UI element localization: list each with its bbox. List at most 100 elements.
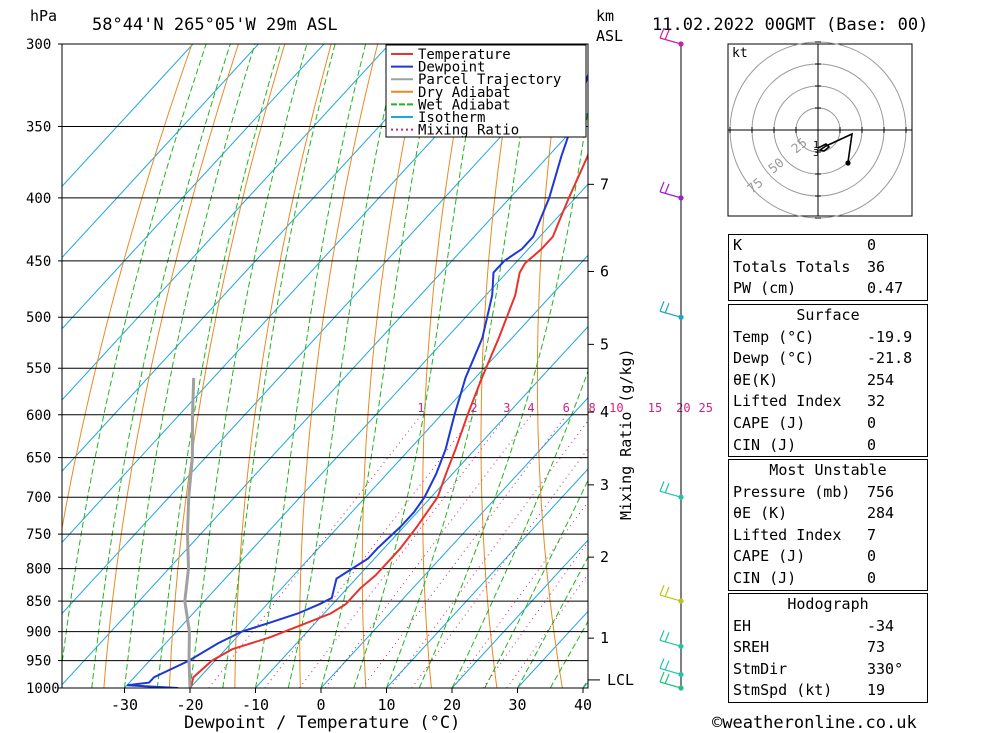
hodograph-marker-label: 3 xyxy=(813,148,819,159)
index-label: θE(K) xyxy=(733,370,779,389)
location-title: 58°44'N 265°05'W 29m ASL xyxy=(92,15,338,35)
pressure-tick-label: 850 xyxy=(26,594,51,610)
isotherm-line xyxy=(62,44,194,188)
isotherm-line xyxy=(255,325,588,688)
km-label: km xyxy=(596,7,614,25)
pressure-tick-label: 350 xyxy=(26,119,51,135)
pressure-tick-label: 600 xyxy=(26,408,51,424)
index-value: 0 xyxy=(867,236,877,254)
index-value: 19 xyxy=(867,681,886,700)
pressure-tick-label: 650 xyxy=(26,451,51,467)
wind-barb-flag xyxy=(664,29,670,41)
dry-adiabat-line xyxy=(935,44,1000,688)
mixing-ratio-line xyxy=(506,573,588,688)
dry-adiabat-line xyxy=(422,44,471,688)
mixing-ratio-line xyxy=(361,414,567,688)
hodograph-unit: kt xyxy=(732,46,748,61)
isotherm-line xyxy=(320,397,588,688)
wind-barb-flag xyxy=(659,301,665,312)
index-value: 7 xyxy=(867,525,877,544)
mixing-ratio-label: 2 xyxy=(470,401,477,415)
wind-barb-flag xyxy=(664,482,670,494)
wind-barb-flag xyxy=(664,632,670,643)
dry-adiabat-line xyxy=(103,44,239,688)
wind-barb xyxy=(659,667,682,676)
hodograph-marker-label: 1 xyxy=(813,140,819,151)
index-value: 0 xyxy=(867,435,877,454)
parcel-trajectory-line xyxy=(183,377,196,688)
mixing-ratio-label: 20 xyxy=(676,401,690,415)
wet-adiabat-line xyxy=(517,556,588,688)
wind-barb-flag xyxy=(659,181,665,193)
index-label: Temp (°C) xyxy=(733,327,815,346)
wind-barb-flag xyxy=(659,671,665,683)
wind-barb xyxy=(659,191,682,199)
dewpoint-line xyxy=(126,72,588,688)
lcl-label: LCL xyxy=(607,671,634,689)
index-row: StmSpd (kt) 19 xyxy=(729,680,927,702)
km-tick-label: 4 xyxy=(600,403,609,421)
hodograph-trace xyxy=(817,132,853,163)
plot-series xyxy=(126,72,588,688)
wind-barb-flag xyxy=(664,673,670,685)
pressure-tick-label: 800 xyxy=(26,562,51,578)
dry-adiabat-line xyxy=(361,44,425,688)
index-row: SREH 73 xyxy=(729,637,927,659)
isotherm-line xyxy=(124,183,588,688)
index-value: 32 xyxy=(867,392,886,411)
x-tick-label: 0 xyxy=(316,696,325,714)
index-row: Totals Totals 36 xyxy=(729,257,927,279)
dry-adiabat-line xyxy=(981,44,1000,688)
index-value: 254 xyxy=(867,370,895,389)
index-label: Pressure (mb) xyxy=(733,482,851,501)
mixing-ratio-label: 25 xyxy=(699,401,713,415)
pressure-tick-label: 500 xyxy=(26,310,51,326)
index-label: K xyxy=(733,236,743,254)
plot-background-lines xyxy=(62,44,1000,688)
wind-barb-column xyxy=(659,27,684,691)
index-row: Temp (°C) -19.9 xyxy=(729,327,927,349)
index-label: CAPE (J) xyxy=(733,547,806,566)
mixing-ratio-line xyxy=(389,419,588,688)
wind-barb-dot xyxy=(678,671,684,678)
mixing-ratio-line xyxy=(411,447,588,688)
wind-barb xyxy=(659,37,682,45)
pressure-tick-label: 450 xyxy=(26,254,51,270)
mixing-ratio-label: 10 xyxy=(609,401,623,415)
wet-adiabat-line xyxy=(91,44,231,688)
index-row: θE(K) 254 xyxy=(729,370,927,392)
wind-barb-flag xyxy=(659,584,665,596)
index-row: StmDir 330° xyxy=(729,659,927,681)
asl-label: ASL xyxy=(596,27,623,45)
index-row: θE (K) 284 xyxy=(729,503,927,525)
mixing-ratio-line xyxy=(452,501,588,688)
index-label: CIN (J) xyxy=(733,435,797,454)
index-value: 0 xyxy=(867,413,877,432)
index-value: 0.47 xyxy=(867,279,904,298)
copyright: ©weatheronline.co.uk xyxy=(712,713,917,733)
index-value: 284 xyxy=(867,504,895,523)
wind-barb xyxy=(659,310,682,318)
pressure-tick-label: 700 xyxy=(26,490,51,506)
index-label: PW (cm) xyxy=(733,279,797,298)
hpa-label: hPa xyxy=(30,7,57,25)
most-unstable-header: Most Unstable xyxy=(769,461,887,479)
isotherm-line xyxy=(62,44,259,259)
wind-barb xyxy=(659,639,682,647)
wind-barb-flag xyxy=(659,630,665,641)
index-value: 330° xyxy=(867,659,904,678)
isotherm-line xyxy=(62,44,521,544)
legend-entry: Temperature xyxy=(418,47,511,63)
legend-entry: Dewpoint xyxy=(418,60,485,76)
hodograph-table: Hodograph EH -34 SREH 73 StmDir 330° StmSpd (k… xyxy=(728,593,928,703)
index-value: 36 xyxy=(867,257,886,276)
index-label: StmDir xyxy=(733,659,788,678)
wind-barb xyxy=(659,594,682,602)
index-value: 756 xyxy=(867,482,895,501)
isotherm-line xyxy=(62,44,390,401)
index-label: Dewp (°C) xyxy=(733,349,815,368)
wind-barb-flag xyxy=(664,586,670,598)
